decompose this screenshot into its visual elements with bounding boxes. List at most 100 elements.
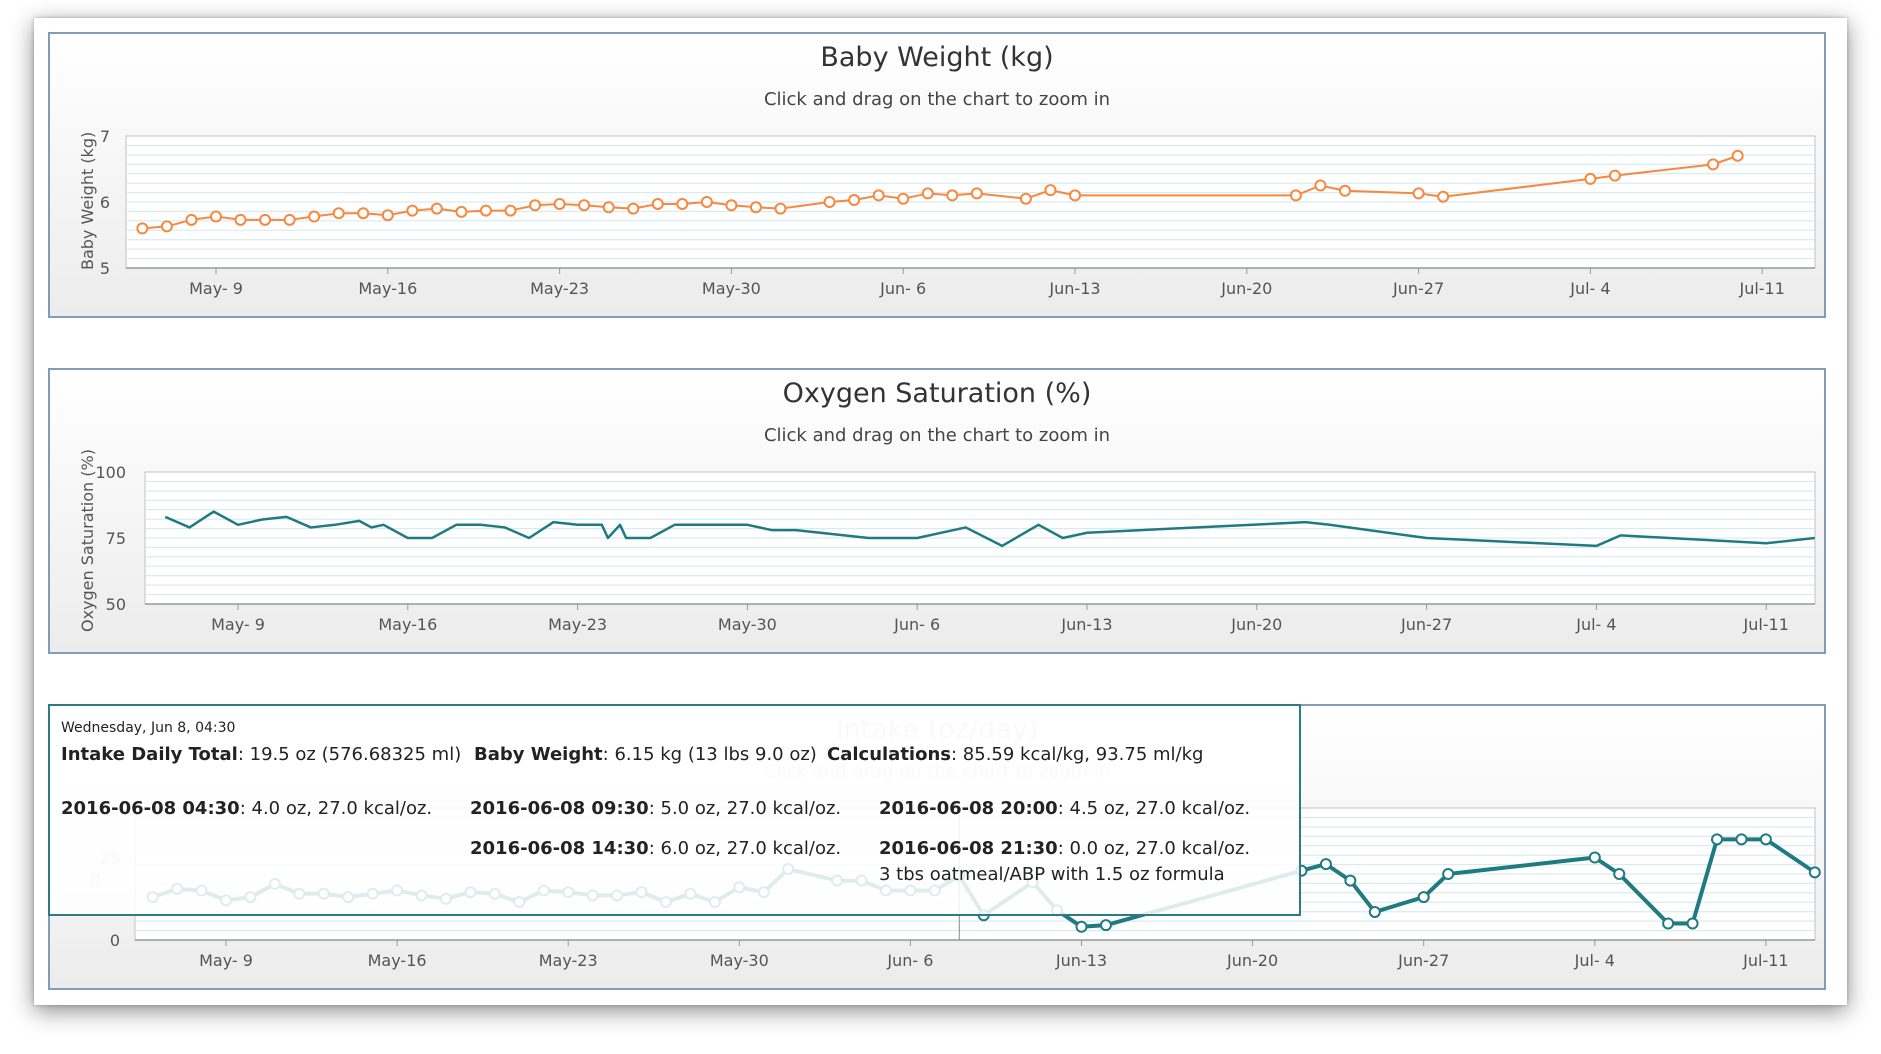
data-point: [406, 204, 419, 217]
chart-title: Baby Weight (kg): [820, 42, 1054, 73]
x-tick-label: Jun-13: [1060, 615, 1112, 634]
oxygen-chart-plot[interactable]: 50 75 100 May- 9 May-16 May-23 May-30 Jun- 6 Jun…: [50, 370, 1824, 652]
y-tick-label: 7: [100, 127, 110, 146]
data-point: [848, 194, 861, 207]
x-tick-label: Jul-11: [1742, 951, 1788, 970]
data-point: [1412, 187, 1425, 200]
data-point: [1759, 833, 1772, 846]
x-tick-label: May-30: [710, 951, 769, 970]
data-point: [774, 202, 787, 215]
data-point: [455, 205, 468, 218]
x-tick-label: May-23: [539, 951, 598, 970]
data-point: [946, 189, 959, 202]
weight-chart-panel[interactable]: Baby Weight (kg) Click and drag on the c…: [48, 32, 1826, 318]
zoom-hint: Click and drag on the chart to zoom in: [763, 89, 1111, 110]
tooltip-entry: 2016-06-08 20:00: 4.5 oz, 27.0 kcal/oz.: [879, 798, 1251, 819]
data-point: [921, 187, 934, 200]
data-point: [1314, 179, 1327, 192]
data-point: [1368, 905, 1381, 918]
x-tick-label: Jun- 6: [886, 951, 933, 970]
data-point: [1662, 917, 1675, 930]
data-point: [627, 202, 640, 215]
oxygen-chart-panel[interactable]: Oxygen Saturation (%) Click and drag on …: [48, 368, 1826, 654]
x-tick-label: May-16: [358, 279, 417, 298]
data-point: [234, 213, 247, 226]
tooltip-baby-weight: Baby Weight: 6.15 kg (13 lbs 9.0 oz): [474, 744, 817, 765]
data-point: [970, 187, 983, 200]
x-tick-label: Jun-13: [1055, 951, 1107, 970]
x-tick-label: May-30: [702, 279, 761, 298]
data-point: [283, 213, 296, 226]
x-tick-label: Jun-20: [1226, 951, 1278, 970]
data-point: [1044, 184, 1057, 197]
data-point: [381, 209, 394, 222]
data-point: [1437, 190, 1450, 203]
data-point: [259, 213, 272, 226]
data-point: [1731, 149, 1744, 162]
x-tick-label: Jun- 6: [893, 615, 940, 634]
data-point: [529, 199, 542, 212]
data-point: [1707, 158, 1720, 171]
x-tick-label: Jun-20: [1220, 279, 1272, 298]
data-point: [1338, 184, 1351, 197]
y-tick-label: 75: [106, 529, 126, 548]
x-tick-label: May- 9: [211, 615, 265, 634]
data-point: [725, 199, 738, 212]
data-point: [160, 220, 173, 233]
data-point: [504, 204, 517, 217]
data-point: [1075, 920, 1088, 933]
x-tick-label: Jul- 4: [1575, 615, 1616, 634]
data-point: [553, 197, 566, 210]
x-tick-label: May-16: [378, 615, 437, 634]
tooltip-date: Wednesday, Jun 8, 04:30: [61, 720, 236, 736]
data-point: [1613, 868, 1626, 880]
x-tick-label: Jul-11: [1738, 279, 1784, 298]
tooltip-entry: 2016-06-08 14:30: 6.0 oz, 27.0 kcal/oz.: [470, 838, 842, 859]
x-tick-label: Jul- 4: [1569, 279, 1610, 298]
x-tick-label: Jul- 4: [1574, 951, 1615, 970]
y-tick-label: 6: [100, 193, 110, 212]
data-point: [1019, 192, 1032, 205]
tooltip-entry: 2016-06-08 09:30: 5.0 oz, 27.0 kcal/oz.: [470, 798, 842, 819]
x-tick-label: Jun-20: [1230, 615, 1282, 634]
data-point: [479, 204, 492, 217]
data-point: [136, 222, 149, 235]
x-tick-label: May- 9: [189, 279, 243, 298]
tooltip-entry: 2016-06-08 04:30: 4.0 oz, 27.0 kcal/oz.: [61, 798, 433, 819]
data-point: [1417, 891, 1430, 904]
data-point: [700, 196, 713, 208]
tooltip-intake-total: Intake Daily Total: 19.5 oz (576.68325 m…: [61, 744, 462, 765]
weight-chart-plot[interactable]: 5 6 7 May- 9 May-16 May-23 May-30 Jun- 6 Jun-13 J…: [50, 34, 1824, 316]
data-point: [1735, 833, 1748, 846]
data-point: [897, 192, 910, 205]
x-tick-label: May-16: [368, 951, 427, 970]
x-tick-label: Jun-13: [1048, 279, 1100, 298]
data-point: [1686, 917, 1699, 930]
data-point: [210, 210, 222, 223]
data-point: [1588, 851, 1601, 864]
y-tick-label: 5: [100, 259, 110, 278]
data-point: [332, 207, 345, 220]
data-point: [578, 199, 591, 212]
data-point: [1608, 169, 1621, 182]
data-point: [676, 197, 689, 210]
tooltip-entry: 2016-06-08 21:30: 0.0 oz, 27.0 kcal/oz.: [879, 838, 1251, 859]
data-tooltip: Wednesday, Jun 8, 04:30 Intake Daily Tot…: [48, 704, 1301, 916]
x-tick-label: Jun-27: [1392, 279, 1444, 298]
zoom-hint: Click and drag on the chart to zoom in: [763, 425, 1111, 446]
x-tick-label: May- 9: [199, 951, 253, 970]
data-point: [1711, 833, 1724, 846]
data-point: [1442, 868, 1455, 880]
x-tick-label: May-23: [530, 279, 589, 298]
data-point: [185, 213, 198, 226]
data-point: [651, 197, 664, 210]
data-point: [430, 202, 443, 215]
y-tick-label: 100: [95, 463, 126, 482]
y-tick-label: 50: [106, 595, 126, 614]
data-point: [357, 207, 370, 220]
tooltip-note: 3 tbs oatmeal/ABP with 1.5 oz formula: [879, 864, 1225, 885]
y-tick-label: 0: [110, 931, 120, 950]
x-tick-label: May-23: [548, 615, 607, 634]
data-point: [1344, 874, 1357, 887]
tooltip-calculations: Calculations: 85.59 kcal/kg, 93.75 ml/kg: [827, 744, 1204, 765]
